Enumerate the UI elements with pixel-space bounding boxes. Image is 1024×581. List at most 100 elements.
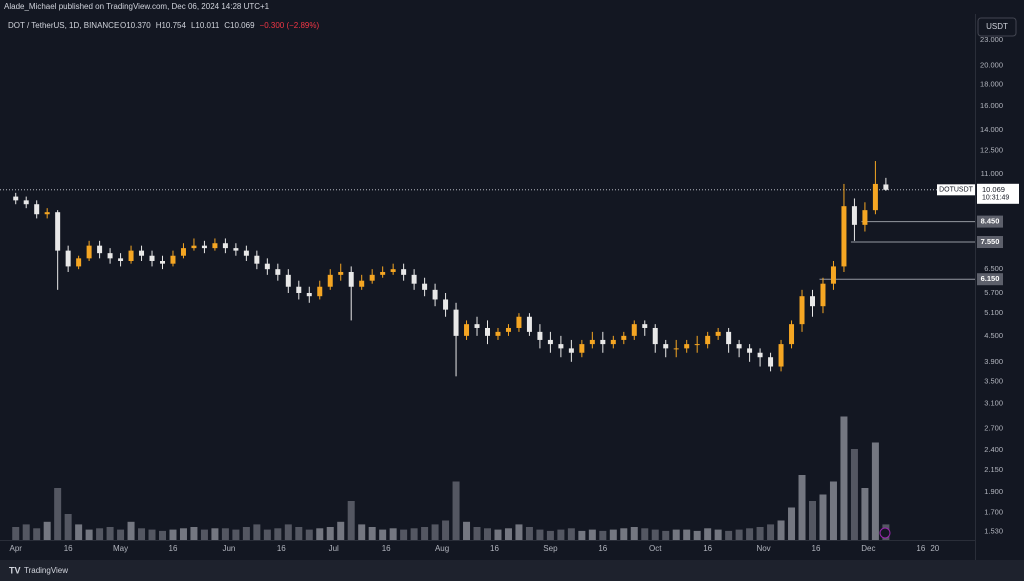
- candle-body: [97, 245, 103, 254]
- volume-bar: [75, 524, 83, 540]
- volume-bar: [85, 529, 93, 540]
- x-tick-label: May: [113, 544, 128, 553]
- volume-bar: [368, 527, 376, 540]
- volume-bar: [221, 528, 229, 540]
- candle-body: [380, 271, 386, 275]
- candle-body: [705, 335, 711, 345]
- y-tick-label: 2.150: [984, 465, 1003, 474]
- volume-bar: [284, 524, 292, 540]
- candle-body: [851, 206, 857, 225]
- volume-bar: [337, 521, 345, 540]
- candle-body: [872, 183, 878, 211]
- volume-bar: [452, 481, 460, 540]
- candle-body: [736, 344, 742, 349]
- legend-item: H10.754: [156, 21, 187, 30]
- x-tick-label: 16: [916, 544, 925, 553]
- currency-label[interactable]: USDT: [986, 22, 1008, 31]
- candle-body: [264, 263, 270, 270]
- volume-bar: [274, 528, 282, 540]
- candle-body: [799, 296, 805, 325]
- candle-body: [338, 271, 344, 275]
- y-tick-label: 2.700: [984, 423, 1003, 432]
- x-tick-label: 16: [64, 544, 73, 553]
- candle-body: [495, 331, 501, 336]
- volume-bar: [756, 527, 764, 540]
- candle-body: [107, 253, 113, 259]
- volume-bar: [347, 501, 355, 540]
- candle-body: [757, 352, 763, 358]
- x-tick-label: 16: [382, 544, 391, 553]
- volume-bar: [211, 528, 219, 540]
- candle-body: [537, 331, 543, 340]
- volume-bar: [588, 529, 596, 540]
- candle-body: [55, 212, 61, 251]
- candle-body: [589, 339, 595, 345]
- volume-bar: [316, 528, 324, 540]
- level-label-box: [977, 215, 1003, 228]
- candle-body: [547, 339, 553, 345]
- candle-body: [789, 324, 795, 345]
- candle-body: [348, 271, 354, 287]
- volume-bar: [463, 521, 471, 540]
- candle-body: [34, 204, 40, 215]
- volume-bar: [871, 442, 879, 540]
- candle-body: [275, 269, 281, 275]
- candle-body: [652, 327, 658, 345]
- volume-bar: [431, 524, 439, 540]
- volume-bar: [43, 521, 51, 540]
- publisher: Alade_Michael published on TradingView.c…: [4, 2, 270, 11]
- volume-bar: [379, 529, 387, 540]
- volume-bar: [200, 529, 208, 540]
- candle-body: [778, 344, 784, 367]
- footer-bar: [0, 560, 1024, 581]
- volume-bar: [861, 488, 869, 540]
- volume-bar: [525, 527, 533, 540]
- x-tick-label: Aug: [435, 544, 449, 553]
- x-tick-label: 16: [703, 544, 712, 553]
- level-label: 6.150: [981, 274, 1000, 283]
- volume-bar: [809, 501, 816, 540]
- volume-bar: [546, 530, 554, 540]
- y-tick-label: 6.500: [984, 264, 1003, 273]
- candle-body: [568, 348, 574, 353]
- volume-bar: [599, 530, 607, 540]
- volume-bar: [829, 481, 837, 540]
- candle-body: [610, 339, 616, 345]
- volume-bar: [819, 494, 827, 540]
- legend-item: C10.069: [224, 21, 255, 30]
- volume-bar: [620, 528, 628, 540]
- x-tick-label: Jun: [222, 544, 235, 553]
- y-tick-label: 23.000: [980, 35, 1003, 44]
- candle-body: [86, 245, 92, 259]
- candle-body: [44, 212, 50, 215]
- volume-bar: [442, 520, 450, 540]
- candle-body: [673, 348, 679, 350]
- candle-body: [830, 266, 836, 284]
- candle-body: [883, 184, 889, 190]
- volume-bar: [504, 528, 512, 540]
- candle-body: [841, 206, 847, 267]
- x-tick-label: 16: [598, 544, 607, 553]
- y-tick-label: 1.530: [984, 526, 1003, 535]
- y-tick-label: 3.100: [984, 398, 1003, 407]
- candle-body: [76, 258, 82, 267]
- candle-body: [747, 348, 753, 353]
- candle-body: [128, 250, 134, 261]
- volume-bar: [557, 529, 565, 540]
- volume-bar: [693, 530, 701, 540]
- y-tick-label: 4.500: [984, 331, 1003, 340]
- volume-bar: [295, 527, 303, 540]
- volume-bar: [662, 530, 670, 540]
- x-tick-label: 16: [812, 544, 821, 553]
- y-tick-label: 5.700: [984, 288, 1003, 297]
- candle-body: [401, 269, 407, 275]
- candle-body: [23, 200, 29, 205]
- candle-body: [464, 324, 470, 336]
- y-tick-label: 18.000: [980, 79, 1003, 88]
- candle-body: [810, 296, 815, 307]
- legend-item: O10.370: [120, 21, 151, 30]
- volume-bar: [746, 528, 754, 540]
- currency-button[interactable]: [977, 17, 1017, 37]
